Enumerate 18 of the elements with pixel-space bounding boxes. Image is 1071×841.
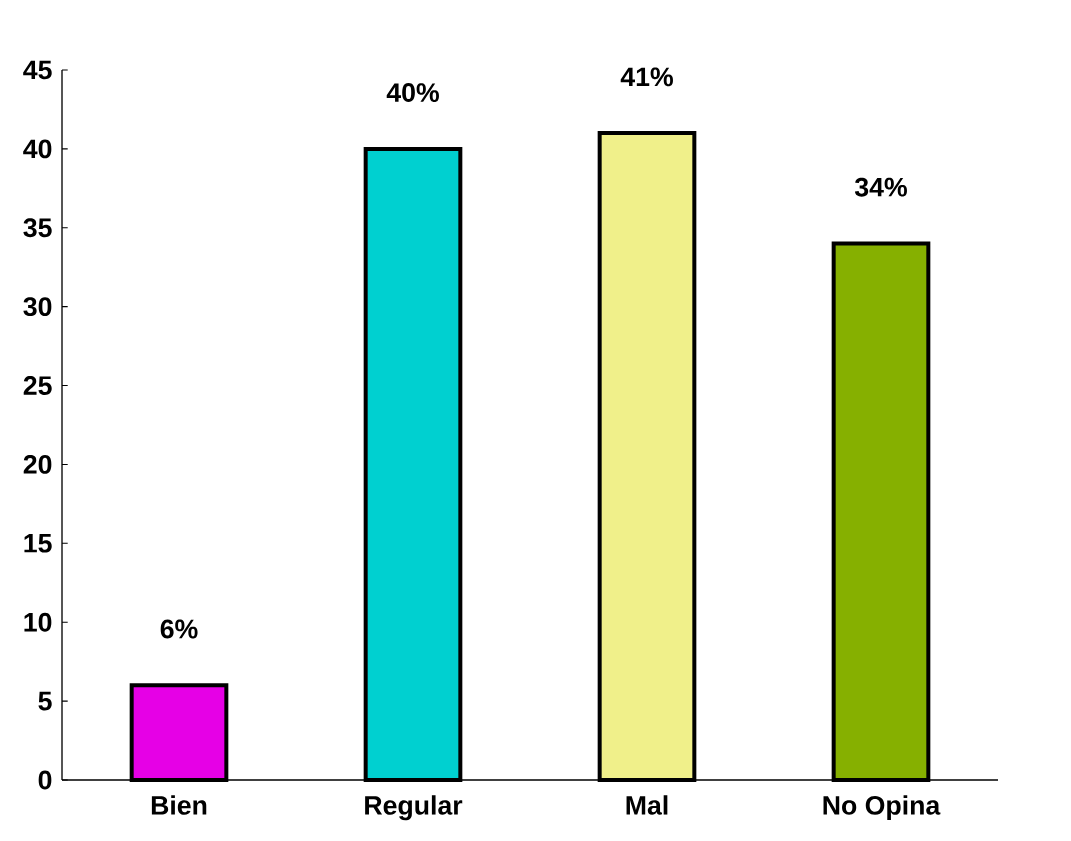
x-tick-label: Regular — [365, 795, 463, 821]
x-tick-label: No Opina — [823, 795, 941, 821]
y-tick-label: 20 — [23, 455, 52, 474]
x-tick-label: Bien — [151, 795, 207, 815]
y-tick-label: 10 — [24, 612, 52, 632]
x-tick-label: Mal — [626, 795, 668, 815]
data-label: 40% — [386, 83, 439, 102]
data-label: 34% — [854, 177, 907, 197]
y-tick-label: 30 — [23, 297, 52, 317]
y-tick-label: 40 — [23, 139, 52, 159]
y-tick-label: 35 — [23, 218, 52, 238]
y-tick-label: 5 — [38, 691, 52, 711]
y-tick-label: 15 — [24, 534, 52, 553]
data-label: 41% — [620, 67, 673, 87]
y-tick-label: 25 — [23, 376, 52, 395]
data-label: 6% — [160, 619, 198, 639]
y-tick-label: 0 — [38, 770, 52, 790]
y-tick-label: 45 — [23, 60, 52, 80]
